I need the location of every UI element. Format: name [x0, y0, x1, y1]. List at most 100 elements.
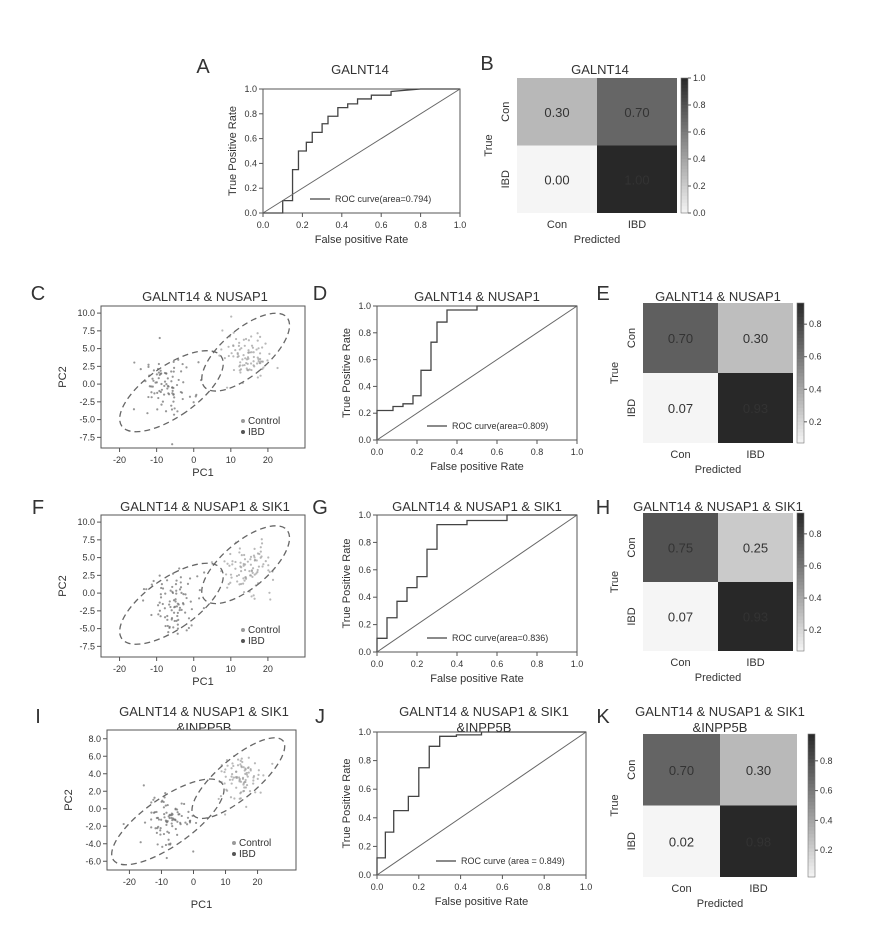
panel-letter: A: [196, 56, 210, 78]
y-tick-label: -6.0: [85, 856, 101, 866]
control-point: [238, 355, 240, 357]
colorbar-segment: [808, 838, 815, 842]
panel-f: FGALNT14 & NUSAP1 & SIK1-20-100102010.07…: [32, 497, 305, 688]
panel-letter: D: [313, 283, 327, 305]
colorbar-segment: [797, 599, 804, 603]
control-point: [235, 338, 237, 340]
control-point: [231, 773, 233, 775]
y-tick-label: 0.4: [358, 592, 371, 602]
colorbar-segment: [681, 85, 688, 89]
control-point: [265, 560, 267, 562]
ibd-point: [164, 616, 166, 618]
colorbar-segment: [681, 179, 688, 183]
ibd-point: [182, 593, 184, 595]
ibd-point: [166, 615, 168, 617]
control-point: [239, 562, 241, 564]
ibd-point: [162, 603, 164, 605]
ibd-point: [140, 841, 142, 843]
y-axis-label: True: [609, 362, 621, 384]
control-point: [256, 571, 258, 573]
ibd-point: [185, 366, 187, 368]
ibd-point: [188, 617, 190, 619]
ibd-point: [157, 397, 159, 399]
control-point: [261, 565, 263, 567]
control-point: [242, 777, 244, 779]
control-point: [238, 345, 240, 347]
colorbar-tick-label: 0.0: [693, 208, 706, 218]
control-point: [272, 579, 274, 581]
control-point: [237, 352, 239, 354]
ibd-point: [165, 844, 167, 846]
ibd-point: [171, 617, 173, 619]
ibd-point: [165, 410, 167, 412]
control-point: [231, 779, 233, 781]
legend-label: Control: [248, 416, 280, 427]
ibd-point: [160, 801, 162, 803]
colorbar-tick-label: 0.4: [693, 154, 706, 164]
y-tick-label: 0.2: [244, 183, 257, 193]
ibd-point: [186, 629, 188, 631]
y-tick-label: 0.6: [244, 134, 257, 144]
control-point: [245, 806, 247, 808]
y-axis-label: True: [609, 794, 621, 816]
ibd-point: [161, 389, 163, 391]
ibd-point: [133, 408, 135, 410]
colorbar-segment: [797, 596, 804, 600]
colorbar-segment: [797, 408, 804, 412]
control-point: [238, 551, 240, 553]
control-point: [249, 790, 251, 792]
ibd-point: [163, 813, 165, 815]
row-label: IBD: [626, 399, 638, 417]
colorbar-segment: [797, 537, 804, 541]
y-tick-label: -7.5: [79, 641, 95, 651]
y-axis-label: True Positive Rate: [341, 758, 353, 848]
colorbar-segment: [681, 162, 688, 166]
colorbar-segment: [681, 159, 688, 163]
cell-value: 0.30: [544, 105, 569, 120]
control-point: [260, 546, 262, 548]
ibd-point: [165, 804, 167, 806]
cell-value: 0.93: [743, 610, 768, 625]
ibd-point: [159, 615, 161, 617]
colorbar-segment: [808, 766, 815, 770]
x-tick-label: -20: [113, 455, 126, 465]
y-tick-label: 5.0: [82, 553, 95, 563]
colorbar-segment: [681, 142, 688, 146]
colorbar-segment: [681, 92, 688, 96]
control-point: [234, 568, 236, 570]
ibd-point: [184, 822, 186, 824]
control-point: [226, 563, 228, 565]
ibd-point: [153, 369, 155, 371]
colorbar-segment: [681, 81, 688, 85]
control-point: [220, 348, 222, 350]
y-tick-label: 10.0: [77, 517, 95, 527]
colorbar-segment: [797, 561, 804, 565]
x-tick-label: -20: [123, 877, 136, 887]
colorbar-segment: [797, 398, 804, 402]
control-point: [241, 554, 243, 556]
control-point: [261, 542, 263, 544]
col-label: Con: [671, 883, 691, 895]
ibd-point: [203, 571, 205, 573]
x-tick-label: 1.0: [571, 447, 584, 457]
control-point: [264, 343, 266, 345]
ibd-point: [196, 575, 198, 577]
ibd-point: [178, 813, 180, 815]
y-axis-label: True Positive Rate: [227, 106, 239, 196]
colorbar-segment: [808, 788, 815, 792]
colorbar-segment: [797, 422, 804, 426]
colorbar-tick-label: 0.8: [809, 319, 822, 329]
panel-letter: I: [35, 706, 41, 728]
ibd-point: [168, 832, 170, 834]
ibd-point: [153, 580, 155, 582]
colorbar-segment: [797, 520, 804, 524]
control-point: [262, 366, 264, 368]
x-tick-label: 0.0: [371, 659, 384, 669]
ibd-point: [197, 361, 199, 363]
ibd-point: [171, 586, 173, 588]
colorbar-segment: [797, 579, 804, 583]
ibd-point: [183, 803, 185, 805]
control-point: [240, 566, 242, 568]
control-point: [240, 760, 242, 762]
ibd-point: [182, 363, 184, 365]
